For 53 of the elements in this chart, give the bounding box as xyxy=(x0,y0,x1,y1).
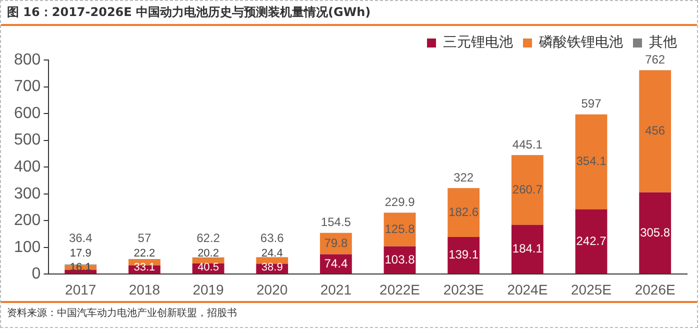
total-label: 445.1 xyxy=(512,137,543,152)
y-tick-label: 0 xyxy=(32,266,41,283)
data-label: 139.1 xyxy=(448,248,479,262)
data-label: 260.7 xyxy=(512,182,543,196)
y-tick-label: 500 xyxy=(14,132,41,149)
total-label: 229.9 xyxy=(384,194,416,209)
data-label: 20.2 xyxy=(198,248,219,260)
x-tick-label: 2024E xyxy=(507,281,548,298)
x-tick-label: 2022E xyxy=(380,281,420,298)
y-tick-label: 700 xyxy=(14,78,41,96)
data-label: 354.1 xyxy=(576,154,607,168)
x-tick-label: 2019 xyxy=(192,281,224,298)
x-tick-label: 2018 xyxy=(128,281,160,298)
legend-label: 其他 xyxy=(649,34,677,51)
total-label: 57 xyxy=(138,231,152,246)
data-label: 103.8 xyxy=(384,252,416,266)
chart-title: 图 16：2017-2026E 中国动力电池历史与预测装机量情况(GWh) xyxy=(1,1,697,26)
data-label: 22.2 xyxy=(134,248,156,260)
total-label: 322 xyxy=(454,170,474,184)
data-label: 79.8 xyxy=(324,236,348,250)
data-label: 24.4 xyxy=(261,248,283,260)
data-label: 38.9 xyxy=(261,262,283,274)
text: 资料来源：中国汽车动力电池产业创新联盟，招股书 xyxy=(1,301,697,323)
data-label: 33.1 xyxy=(134,262,156,274)
data-label: 17.9 xyxy=(70,248,92,260)
y-tick-label: 400 xyxy=(14,158,41,176)
total-label: 762 xyxy=(645,52,666,66)
x-tick-label: 2020 xyxy=(256,281,288,298)
y-tick-label: 200 xyxy=(14,212,41,230)
data-label: 456 xyxy=(645,124,666,138)
x-tick-label: 2021 xyxy=(320,281,352,298)
data-label: 40.5 xyxy=(198,262,219,274)
y-tick-label: 100 xyxy=(14,238,41,256)
x-tick-label: 2025E xyxy=(571,281,612,298)
data-label: 184.1 xyxy=(512,242,543,256)
y-tick-label: 800 xyxy=(14,51,41,68)
data-label: 74.4 xyxy=(324,256,348,270)
total-label: 597 xyxy=(581,96,602,111)
total-label: 63.6 xyxy=(260,231,284,246)
data-label: 242.7 xyxy=(576,234,607,248)
x-tick-label: 2023E xyxy=(443,281,484,298)
legend-label: 三元锂电池 xyxy=(443,34,513,51)
total-label: 36.4 xyxy=(68,231,93,246)
data-label: 305.8 xyxy=(640,225,670,240)
y-tick-label: 300 xyxy=(14,185,41,202)
total-label: 154.5 xyxy=(320,215,352,230)
y-tick-label: 600 xyxy=(14,104,41,122)
x-tick-label: 2026E xyxy=(634,281,676,298)
data-label: 182.6 xyxy=(448,204,479,219)
data-label: 125.8 xyxy=(384,222,416,236)
x-tick-label: 2017 xyxy=(65,281,96,298)
total-label: 62.2 xyxy=(196,231,220,246)
legend-label: 磷酸铁锂电池 xyxy=(538,34,623,51)
